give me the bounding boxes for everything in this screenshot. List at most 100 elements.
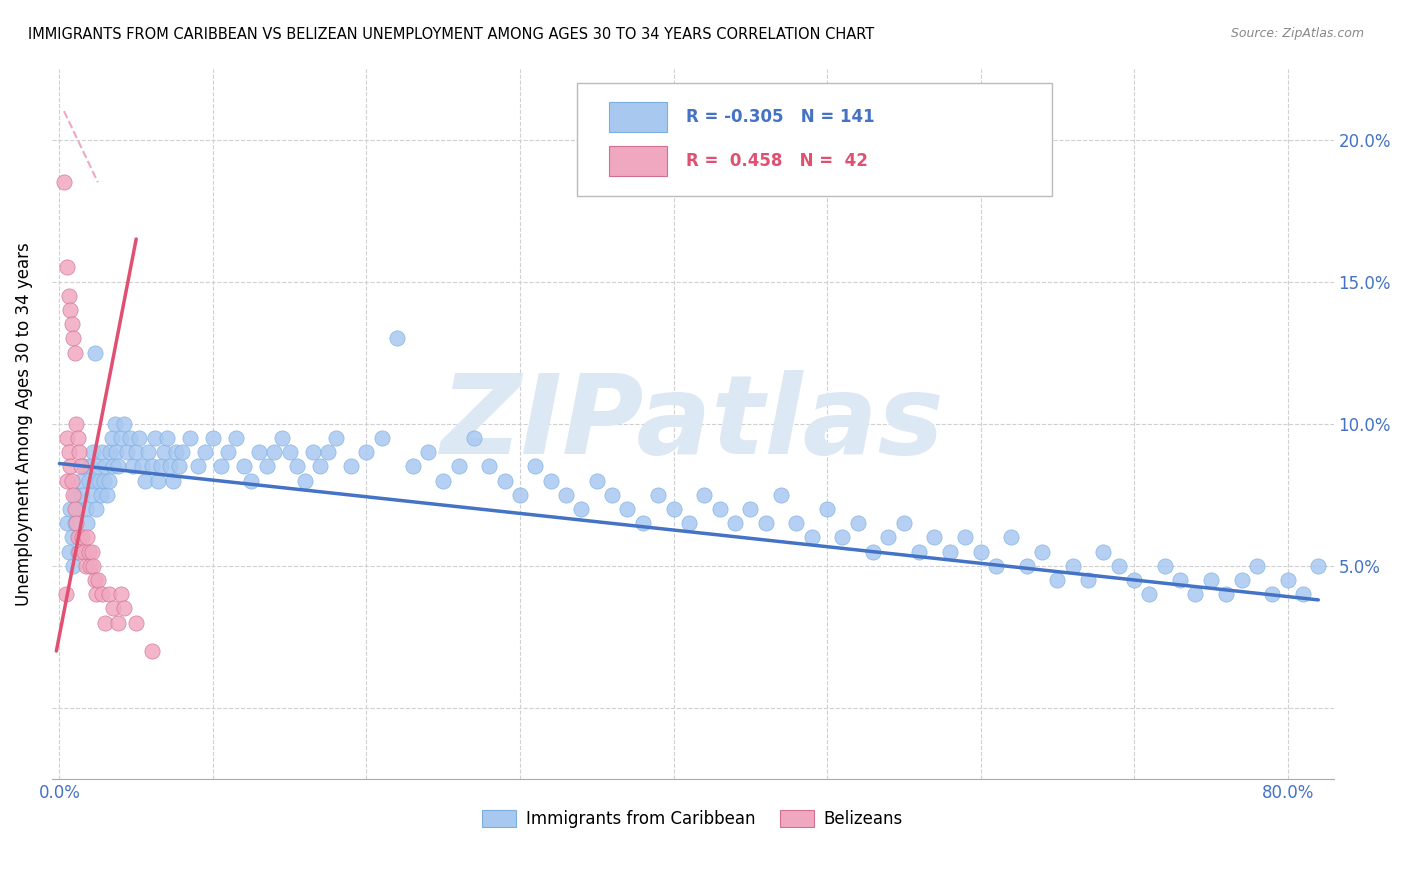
Point [172, 445, 194, 459]
Point [287, 459, 309, 474]
Point [815, 502, 838, 516]
Point [755, 516, 778, 531]
Point [53, 175, 76, 189]
Point [105, 445, 128, 459]
Point [96, 488, 118, 502]
Point [432, 474, 454, 488]
Point [356, 445, 378, 459]
Point [77, 544, 100, 558]
Point [1108, 558, 1130, 573]
Point [58, 544, 80, 558]
Point [56, 516, 79, 531]
Point [107, 615, 129, 630]
Point [65, 502, 87, 516]
Point [65, 417, 87, 431]
Point [1277, 573, 1299, 587]
Point [63, 488, 86, 502]
Point [76, 530, 98, 544]
Point [94, 615, 117, 630]
Point [97, 474, 120, 488]
Point [1308, 558, 1330, 573]
Point [91, 445, 114, 459]
Point [76, 516, 98, 531]
Point [647, 488, 669, 502]
Point [84, 587, 107, 601]
Point [79, 459, 101, 474]
Point [67, 544, 90, 558]
Point [93, 474, 115, 488]
Point [72, 530, 94, 544]
Point [463, 431, 485, 445]
Point [80, 488, 103, 502]
FancyBboxPatch shape [578, 83, 1052, 196]
Point [91, 587, 114, 601]
Point [1062, 558, 1084, 573]
Point [73, 459, 96, 474]
Point [316, 445, 339, 459]
Point [65, 516, 87, 531]
Point [118, 431, 141, 445]
Point [110, 431, 132, 445]
Point [83, 345, 105, 359]
Point [232, 459, 254, 474]
Point [125, 445, 148, 459]
Point [1168, 573, 1191, 587]
Point [67, 530, 90, 544]
Point [89, 474, 111, 488]
Point [104, 417, 127, 431]
Point [66, 431, 89, 445]
Point [55, 587, 77, 601]
Point [79, 558, 101, 573]
Text: R =  0.458   N =  42: R = 0.458 N = 42 [686, 152, 868, 169]
Point [401, 459, 423, 474]
Point [769, 488, 792, 502]
Point [893, 516, 915, 531]
Point [478, 459, 501, 474]
Point [740, 502, 762, 516]
Point [209, 459, 232, 474]
Point [63, 345, 86, 359]
Point [271, 431, 294, 445]
Text: IMMIGRANTS FROM CARIBBEAN VS BELIZEAN UNEMPLOYMENT AMONG AGES 30 TO 34 YEARS COR: IMMIGRANTS FROM CARIBBEAN VS BELIZEAN UN… [28, 27, 875, 42]
Point [939, 544, 962, 558]
Point [153, 445, 176, 459]
Point [62, 558, 84, 573]
Point [146, 474, 169, 488]
Point [58, 289, 80, 303]
Point [194, 445, 217, 459]
Point [62, 331, 84, 345]
Point [509, 488, 531, 502]
Point [1092, 544, 1115, 558]
Point [555, 488, 578, 502]
Point [540, 474, 562, 488]
Point [179, 431, 201, 445]
Point [115, 445, 138, 459]
Point [678, 516, 700, 531]
Point [58, 445, 80, 459]
Point [94, 459, 117, 474]
Point [294, 474, 316, 488]
Point [66, 544, 89, 558]
Point [75, 502, 97, 516]
Point [662, 502, 685, 516]
Point [162, 474, 184, 488]
Point [693, 488, 716, 502]
Point [187, 459, 209, 474]
Point [101, 459, 124, 474]
Point [709, 502, 731, 516]
Point [724, 516, 747, 531]
Point [82, 445, 104, 459]
Point [862, 544, 884, 558]
Point [1000, 530, 1022, 544]
Point [846, 516, 869, 531]
Point [908, 544, 931, 558]
Point [1261, 587, 1284, 601]
Point [60, 530, 83, 544]
Point [1123, 573, 1146, 587]
Point [263, 445, 285, 459]
Point [571, 502, 593, 516]
Point [63, 516, 86, 531]
Text: ZIPatlas: ZIPatlas [441, 370, 945, 477]
Point [62, 488, 84, 502]
Point [494, 474, 516, 488]
